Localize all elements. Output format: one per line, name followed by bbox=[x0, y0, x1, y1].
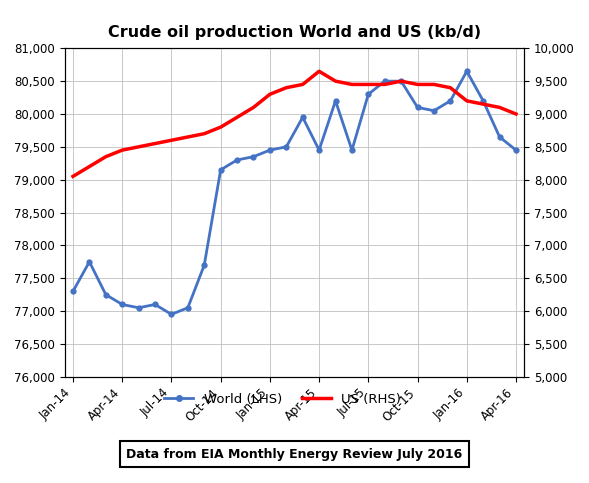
Legend: World (LHS), US (RHS): World (LHS), US (RHS) bbox=[159, 388, 406, 411]
Text: Data from EIA Monthly Energy Review July 2016: Data from EIA Monthly Energy Review July… bbox=[127, 448, 462, 460]
Title: Crude oil production World and US (kb/d): Crude oil production World and US (kb/d) bbox=[108, 25, 481, 40]
